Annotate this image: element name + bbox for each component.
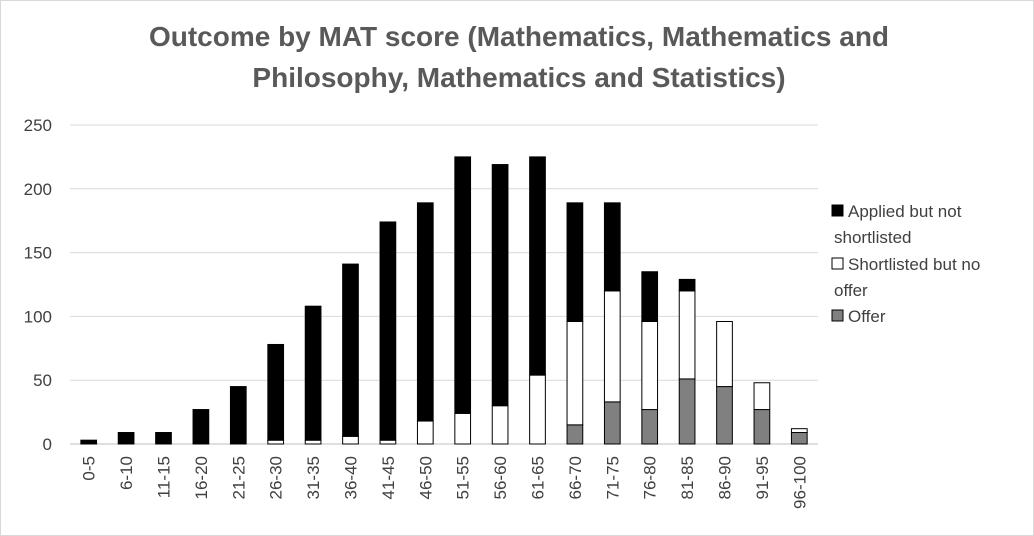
- bar-segment: [416, 420, 434, 445]
- bar-segment: [379, 439, 397, 445]
- x-tick-label: 11-15: [155, 456, 174, 498]
- bar-segment: [603, 290, 621, 403]
- bar-segment: [342, 263, 359, 437]
- bar-segment: [416, 202, 434, 422]
- y-tick-label: 250: [24, 116, 52, 135]
- x-tick-label: 46-50: [416, 456, 435, 499]
- legend-label: Shortlisted but no: [848, 255, 980, 274]
- bar-segment: [267, 343, 285, 441]
- chart-title-line-1: Outcome by MAT score (Mathematics, Mathe…: [149, 21, 889, 52]
- bar-segment: [454, 412, 472, 445]
- x-tick-label: 31-35: [304, 456, 323, 499]
- x-tick-label: 96-100: [790, 456, 809, 509]
- x-tick-label: 6-10: [117, 456, 136, 490]
- x-tick-label: 61-65: [529, 456, 548, 499]
- x-tick-label: 76-80: [641, 456, 660, 499]
- x-axis-ticks: 0-5 6-10 11-15 16-20 21-25 26-30 31-35 36-40 41-…: [80, 456, 810, 509]
- y-tick-label: 50: [33, 371, 52, 390]
- bar-segment: [716, 386, 733, 445]
- bar-segment: [716, 321, 733, 388]
- bar-segment: [342, 435, 359, 445]
- chart-title-line-2: Philosophy, Mathematics and Statistics): [252, 62, 785, 93]
- x-tick-label: 41-45: [379, 456, 398, 499]
- x-tick-label: 51-55: [454, 456, 473, 499]
- bar-segment: [304, 439, 322, 445]
- bar-segment: [566, 424, 584, 445]
- bar-segment: [603, 202, 621, 292]
- bar-segment: [229, 386, 247, 445]
- y-tick-label: 100: [24, 307, 52, 326]
- bar-segment: [790, 432, 808, 445]
- bar-segment: [379, 221, 397, 441]
- x-tick-label: 81-85: [678, 456, 697, 499]
- gridlines: [70, 124, 818, 445]
- bar-segment: [529, 156, 546, 376]
- bar-segment: [304, 305, 322, 441]
- x-tick-label: 36-40: [342, 456, 361, 499]
- legend-label: Offer: [848, 307, 886, 326]
- x-tick-label: 56-60: [491, 456, 510, 499]
- bar-segment: [641, 271, 659, 323]
- bar-segment: [80, 439, 98, 445]
- bar-segment: [491, 164, 509, 407]
- bar-segment: [566, 202, 584, 323]
- bar-segment: [753, 409, 771, 445]
- bars: [80, 156, 808, 445]
- x-tick-label: 0-5: [80, 456, 99, 481]
- bar-segment: [155, 432, 172, 445]
- bar-segment: [454, 156, 472, 414]
- y-axis-ticks: 0 50 100 150 200 250: [24, 116, 52, 454]
- y-tick-label: 0: [43, 435, 52, 454]
- bar-segment: [566, 321, 584, 426]
- x-tick-label: 66-70: [566, 456, 585, 499]
- legend-swatch: [831, 204, 844, 217]
- bar-segment: [678, 290, 696, 380]
- x-tick-label: 86-90: [716, 456, 735, 499]
- x-tick-label: 21-25: [229, 456, 248, 499]
- bar-segment: [192, 409, 210, 445]
- bar-segment: [641, 409, 659, 445]
- x-tick-label: 26-30: [267, 456, 286, 499]
- legend-label: offer: [834, 281, 868, 300]
- bar-segment: [753, 382, 771, 411]
- bar-segment: [491, 405, 509, 445]
- x-tick-label: 16-20: [192, 456, 211, 499]
- bar-segment: [641, 321, 659, 411]
- x-tick-label: 71-75: [603, 456, 622, 499]
- bar-segment: [117, 432, 135, 445]
- y-tick-label: 200: [24, 180, 52, 199]
- legend: Applied but not shortlisted Shortlisted bu…: [831, 202, 980, 326]
- bar-segment: [529, 374, 546, 445]
- bar-segment: [267, 439, 285, 445]
- x-tick-label: 91-95: [753, 456, 772, 499]
- bar-segment: [603, 401, 621, 445]
- y-tick-label: 150: [24, 244, 52, 263]
- legend-swatch: [831, 309, 844, 322]
- bar-segment: [678, 378, 696, 445]
- legend-label: Applied but not: [848, 202, 962, 221]
- legend-label: shortlisted: [834, 228, 911, 247]
- bar-segment: [678, 278, 696, 292]
- bar-segment: [790, 428, 808, 434]
- legend-swatch: [831, 257, 844, 270]
